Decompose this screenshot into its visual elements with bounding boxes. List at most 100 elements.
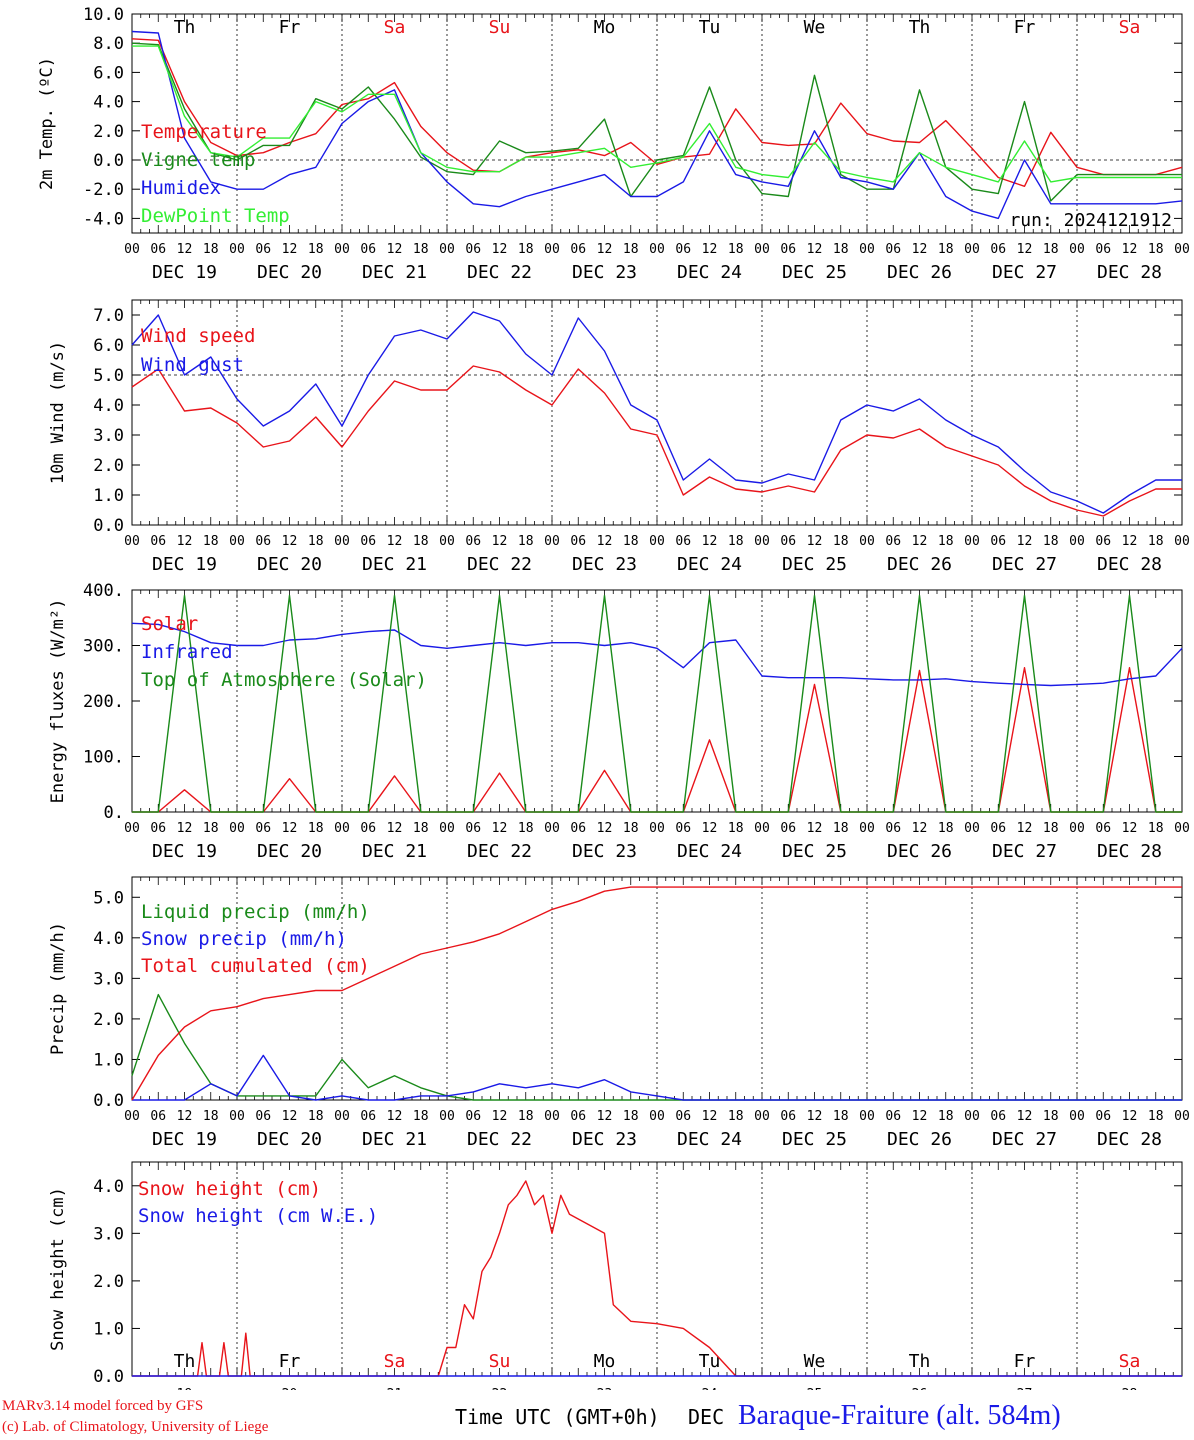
x-hour-label: 00 (859, 242, 875, 257)
x-hour-label: 18 (833, 534, 849, 549)
x-hour-label: 18 (623, 821, 639, 836)
y-tick-label: 5.0 (93, 366, 124, 386)
x-hour-label: 06 (990, 534, 1006, 549)
x-date-label: DEC 20 (257, 554, 322, 575)
x-hour-label: 00 (1174, 242, 1190, 257)
x-hour-label: 06 (150, 534, 166, 549)
x-hour-label: 06 (570, 534, 586, 549)
x-hour-label: 00 (124, 534, 140, 549)
series-line-infrared (131, 622, 1183, 687)
weekday-label: Su (489, 1351, 511, 1372)
weekday-label: Sa (384, 17, 406, 38)
x-hour-label: 06 (1095, 1109, 1111, 1124)
y-tick-label: 3.0 (93, 969, 124, 989)
x-date-label: DEC 28 (1097, 262, 1162, 283)
x-hour-label: 12 (807, 242, 823, 257)
x-hour-label: 00 (754, 242, 770, 257)
x-hour-label: 18 (203, 1109, 219, 1124)
x-hour-label: 00 (964, 821, 980, 836)
x-hour-label: 06 (990, 821, 1006, 836)
y-tick-label: 0. (104, 803, 124, 823)
x-hour-label: 00 (1069, 821, 1085, 836)
legend-entry: Infrared (141, 641, 233, 663)
y-tick-label: 0.0 (93, 151, 124, 171)
x-hour-label: 00 (1174, 821, 1190, 836)
y-tick-label: 1.0 (93, 1319, 124, 1339)
x-hour-label: 18 (1043, 242, 1059, 257)
x-date-label: DEC 28 (1097, 1129, 1162, 1150)
x-hour-label: 18 (1148, 1109, 1164, 1124)
x-date-label: DEC 27 (992, 1129, 1057, 1150)
x-hour-label: 12 (282, 534, 298, 549)
x-hour-label: 06 (1095, 534, 1111, 549)
y-tick-label: 200. (83, 692, 124, 712)
x-hour-label: 12 (387, 242, 403, 257)
y-axis-label: 2m Temp. (ºC) (37, 57, 57, 190)
x-hour-label: 12 (177, 1109, 193, 1124)
x-date-label: DEC 20 (257, 262, 322, 283)
x-hour-label: 12 (492, 1109, 508, 1124)
y-tick-label: 1.0 (93, 486, 124, 506)
x-hour-label: 12 (177, 821, 193, 836)
x-hour-label: 18 (1148, 242, 1164, 257)
x-date-label: DEC 22 (467, 554, 532, 575)
y-tick-label: 7.0 (93, 306, 124, 326)
x-hour-label: 00 (229, 821, 245, 836)
x-hour-label: 18 (623, 534, 639, 549)
legend-entry: Total cumulated (cm) (141, 955, 370, 977)
x-hour-label: 18 (938, 534, 954, 549)
lab-credit: (c) Lab. of Climatology, University of L… (2, 1419, 269, 1435)
x-hour-label: 00 (334, 534, 350, 549)
x-hour-label: 00 (1174, 534, 1190, 549)
x-hour-label: 12 (702, 821, 718, 836)
x-day-number-label: 27 (1017, 1387, 1033, 1390)
y-tick-label: 100. (83, 748, 124, 768)
legend-entry: Top of Atmosphere (Solar) (141, 669, 427, 691)
x-hour-label: 18 (203, 534, 219, 549)
y-tick-label: 4.0 (93, 93, 124, 113)
legend-entry: Snow precip (mm/h) (141, 928, 347, 950)
x-date-label: DEC 27 (992, 841, 1057, 862)
x-hour-label: 18 (938, 242, 954, 257)
x-hour-label: 00 (439, 821, 455, 836)
x-hour-label: 00 (544, 821, 560, 836)
x-hour-label: 06 (885, 1109, 901, 1124)
x-hour-label: 00 (124, 242, 140, 257)
x-hour-label: 00 (439, 242, 455, 257)
x-hour-label: 06 (990, 1109, 1006, 1124)
y-tick-label: 3.0 (93, 426, 124, 446)
y-tick-label: 0.0 (93, 1367, 124, 1387)
y-axis-label: Precip (mm/h) (48, 922, 68, 1055)
legend-entry: Wind gust (141, 354, 244, 376)
x-date-label: DEC 24 (677, 1129, 742, 1150)
x-hour-label: 06 (780, 821, 796, 836)
x-hour-label: 12 (1017, 534, 1033, 549)
x-hour-label: 12 (597, 242, 613, 257)
x-hour-label: 06 (780, 534, 796, 549)
x-hour-label: 06 (885, 821, 901, 836)
x-hour-label: 06 (360, 534, 376, 549)
x-hour-label: 18 (203, 821, 219, 836)
x-date-label: DEC 23 (572, 841, 637, 862)
y-tick-label: -2.0 (83, 180, 124, 200)
x-date-label: DEC 25 (782, 841, 847, 862)
x-hour-label: 00 (1174, 1109, 1190, 1124)
x-hour-label: 12 (282, 242, 298, 257)
legend-entry: Snow height (cm W.E.) (138, 1205, 378, 1227)
x-hour-label: 18 (728, 1109, 744, 1124)
legend-entry: Humidex (141, 177, 221, 199)
x-date-label: DEC 25 (782, 1129, 847, 1150)
y-axis-label: Energy fluxes (W/m²) (48, 599, 68, 804)
x-hour-label: 18 (1043, 821, 1059, 836)
y-tick-label: -4.0 (83, 209, 124, 229)
weekday-label: Fr (1014, 1351, 1036, 1372)
time-axis-label: Time UTC (GMT+0h) (455, 1405, 660, 1429)
x-hour-label: 12 (387, 821, 403, 836)
x-hour-label: 06 (360, 242, 376, 257)
x-hour-label: 00 (754, 534, 770, 549)
x-hour-label: 18 (833, 242, 849, 257)
x-date-label: DEC 25 (782, 262, 847, 283)
legend-entry: Wind speed (141, 325, 255, 347)
x-hour-label: 12 (1017, 1109, 1033, 1124)
x-hour-label: 06 (570, 1109, 586, 1124)
